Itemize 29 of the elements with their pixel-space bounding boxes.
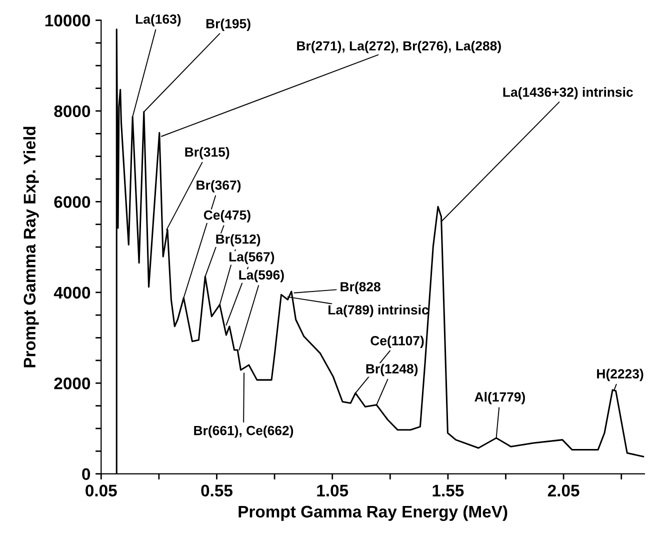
x-tick-label: 0.55 [201, 484, 232, 496]
annotation: Ce(475) [204, 210, 250, 222]
annotation: Br(315) [185, 147, 230, 160]
x-axis-title: Prompt Gamma Ray Energy (MeV) [238, 505, 508, 521]
y-tick-label: 0 [82, 468, 90, 480]
annotation: La(596) [239, 270, 284, 282]
y-axis-title: Prompt Gamma Ray Exp. Yield [23, 126, 39, 368]
y-tick-label: 6000 [54, 196, 90, 208]
annotation: Br(271), La(272), Br(276), La(288) [297, 40, 501, 54]
x-tick-label: 1.55 [432, 484, 464, 496]
x-tick-label: 1.05 [317, 484, 348, 496]
annotation: Al(1779) [474, 392, 525, 404]
annotation: La(567) [229, 252, 274, 264]
y-tick-label: 4000 [54, 286, 90, 299]
annotation: Br(512) [216, 234, 260, 246]
x-tick-label: 0.05 [86, 484, 117, 496]
annotation: Br(661), Ce(662) [194, 426, 294, 438]
annotation: Br(195) [206, 18, 250, 31]
y-tick-label: 10000 [45, 14, 90, 26]
annotation: Ce(1107) [370, 336, 424, 348]
annotation: Br(828 [340, 282, 380, 294]
annotation: La(1436+32) intrinsic [503, 87, 633, 100]
y-tick-label: 2000 [54, 378, 90, 390]
y-tick-label: 8000 [54, 105, 90, 118]
annotation: Br(1248) [366, 364, 418, 376]
x-tick-label: 2.05 [548, 484, 580, 496]
annotation: Br(367) [196, 180, 241, 192]
annotation: H(2223) [597, 368, 644, 382]
annotation: La(163) [136, 14, 181, 26]
